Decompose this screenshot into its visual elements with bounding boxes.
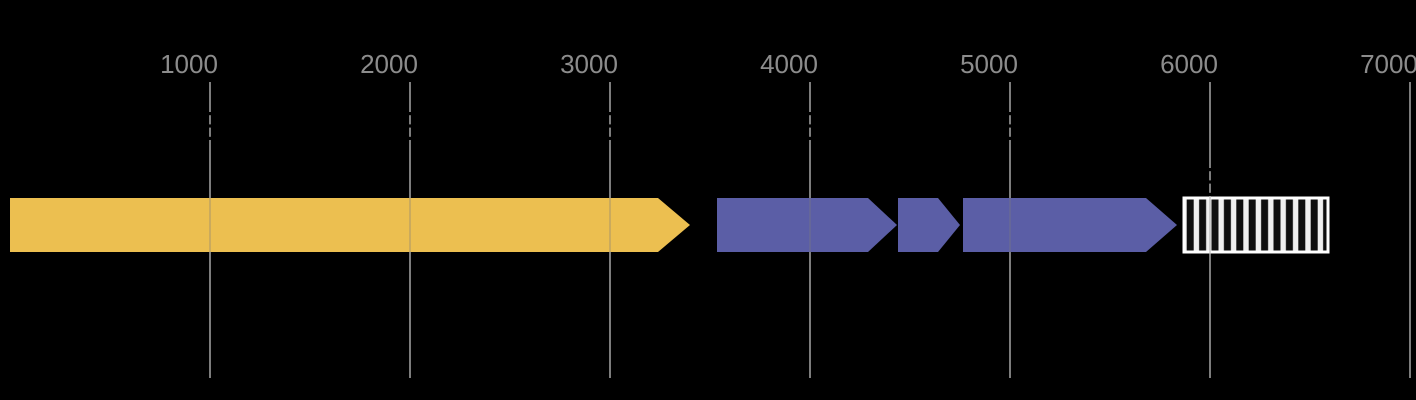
tick-label-1000: 1000 [160, 49, 218, 79]
gridline-gap-artifact [1008, 124, 1012, 128]
gridline-gap-artifact [408, 124, 412, 128]
tick-label-4000: 4000 [760, 49, 818, 79]
gridline-gap-artifact [608, 112, 612, 116]
gridline-gap-artifact [808, 124, 812, 128]
gridline-gap-artifact [408, 112, 412, 116]
gridline-gap-artifact [608, 136, 612, 140]
gridline-gap-artifact [1008, 136, 1012, 140]
feature-4-gene-arrow [963, 198, 1177, 252]
tick-label-3000: 3000 [560, 49, 618, 79]
feature-1-gene-arrow [10, 198, 690, 252]
gridline-gap-artifact [1208, 168, 1212, 172]
gridline-gap-artifact [808, 112, 812, 116]
feature-2-gene-arrow [717, 198, 897, 252]
gridline-gap-artifact [1208, 192, 1212, 196]
gridline-gap-artifact [208, 136, 212, 140]
gridline-gap-artifact [1208, 180, 1212, 184]
gridline-gap-artifact [208, 124, 212, 128]
gridline-gap-artifact [608, 124, 612, 128]
feature-3-gene-arrow [898, 198, 960, 252]
tick-label-6000: 6000 [1160, 49, 1218, 79]
tick-label-7000: 7000 [1360, 49, 1416, 79]
gridline-gap-artifact [1008, 112, 1012, 116]
gridline-gap-artifact [808, 136, 812, 140]
tick-label-5000: 5000 [960, 49, 1018, 79]
gridline-gap-artifact [408, 136, 412, 140]
feature-5-hatched-box [1182, 196, 1330, 254]
gridline-gap-artifact [208, 112, 212, 116]
tick-label-2000: 2000 [360, 49, 418, 79]
